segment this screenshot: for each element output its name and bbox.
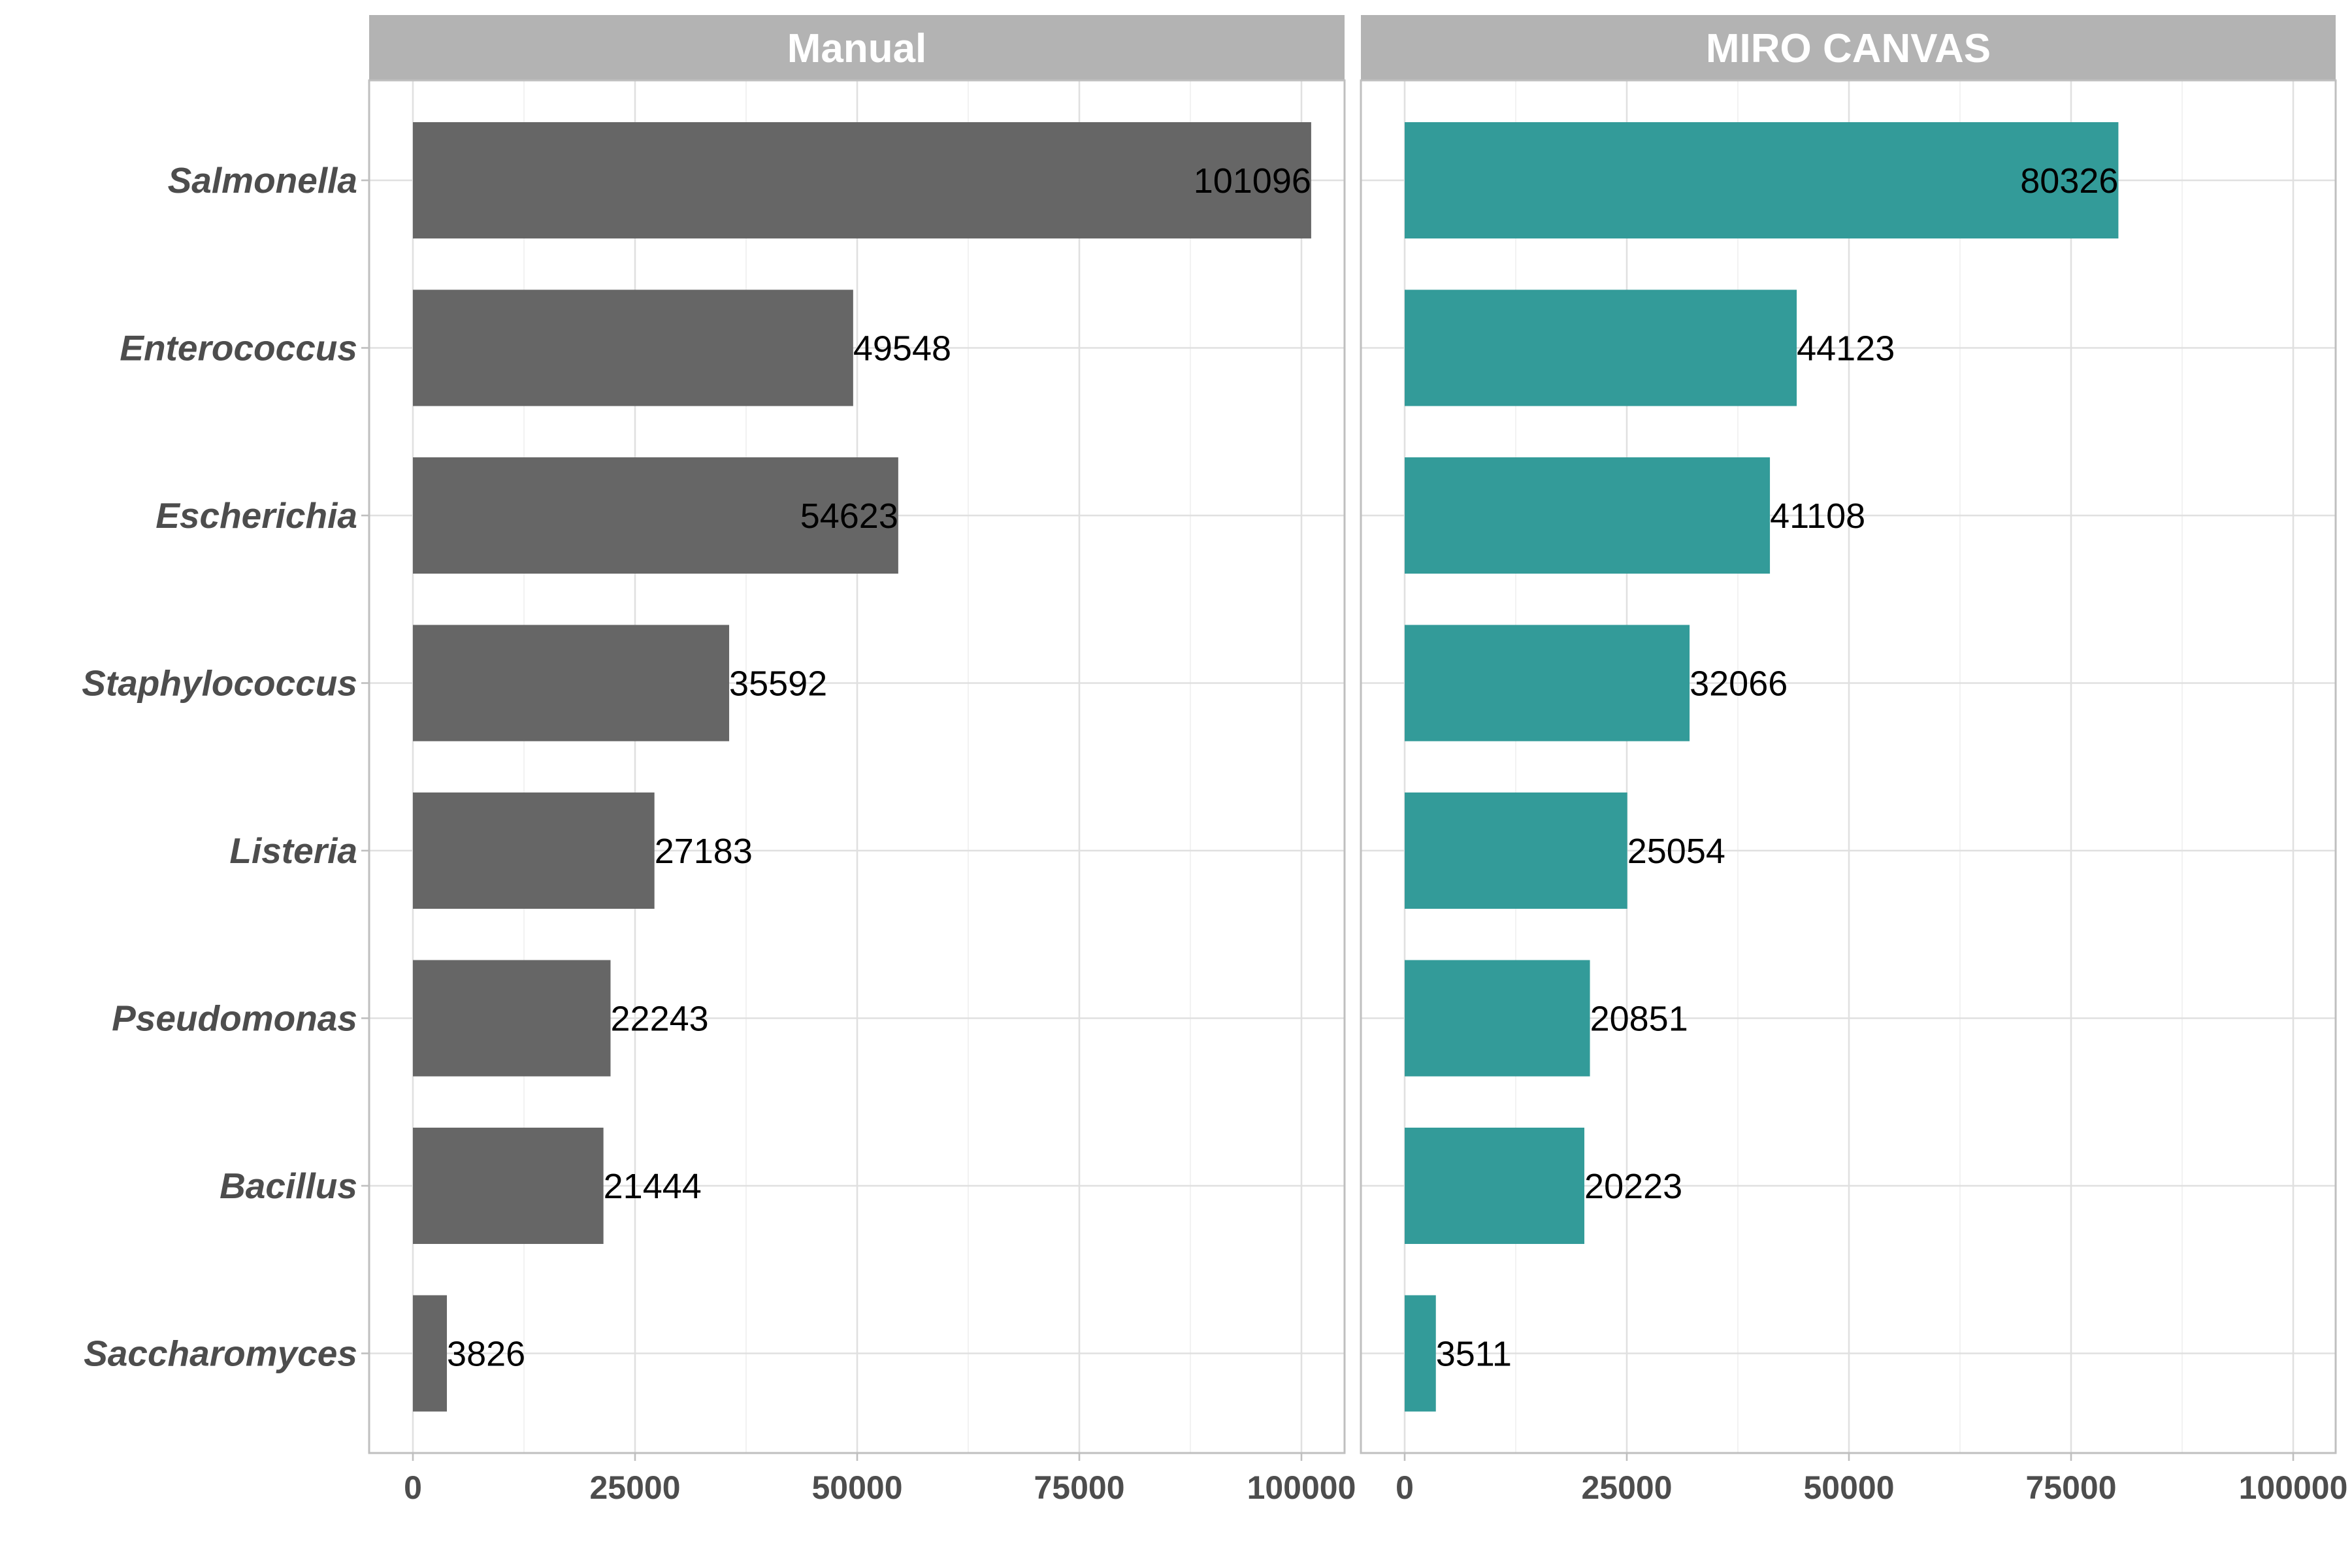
value-label: 3511	[1436, 1335, 1512, 1374]
category-label-salmonella: Salmonella	[168, 160, 357, 201]
value-label: 3826	[447, 1335, 525, 1374]
x-tick-label: 0	[1396, 1469, 1414, 1506]
value-label: 20223	[1584, 1167, 1682, 1206]
x-tick-label: 25000	[589, 1469, 680, 1506]
bar-staphylococcus	[1405, 625, 1690, 742]
bar-escherichia	[413, 457, 898, 574]
value-label: 35592	[729, 664, 827, 704]
facet-strip	[369, 15, 1345, 80]
value-label: 80326	[2020, 161, 2118, 201]
facet-title: Manual	[787, 26, 927, 71]
value-label: 21444	[604, 1167, 702, 1206]
bar-escherichia	[1405, 457, 1771, 574]
bar-saccharomyces	[1405, 1295, 1436, 1412]
x-tick-label: 0	[404, 1469, 422, 1506]
bar-salmonella	[1405, 122, 2119, 238]
category-label-listeria: Listeria	[229, 830, 357, 871]
bar-bacillus	[1405, 1128, 1585, 1244]
category-label-staphylococcus: Staphylococcus	[82, 663, 357, 704]
category-label-escherichia: Escherichia	[155, 495, 357, 536]
facet-title: MIRO CANVAS	[1706, 26, 1991, 71]
bar-bacillus	[413, 1128, 604, 1244]
category-label-enterococcus: Enterococcus	[120, 328, 357, 368]
category-label-pseudomonas: Pseudomonas	[112, 998, 357, 1039]
value-label: 44123	[1797, 329, 1895, 368]
value-label: 25054	[1627, 832, 1725, 871]
bar-enterococcus	[413, 289, 853, 406]
bar-salmonella	[413, 122, 1311, 238]
x-tick-label: 50000	[811, 1469, 902, 1506]
bar-listeria	[413, 792, 655, 909]
value-label: 22243	[611, 1000, 709, 1039]
category-label-saccharomyces: Saccharomyces	[84, 1333, 357, 1374]
x-tick-label: 75000	[1034, 1469, 1124, 1506]
bar-staphylococcus	[413, 625, 730, 742]
bar-pseudomonas	[1405, 960, 1590, 1077]
value-label: 101096	[1194, 161, 1311, 201]
bar-saccharomyces	[413, 1295, 448, 1412]
x-tick-label: 100000	[1247, 1469, 1356, 1506]
value-label: 54623	[800, 497, 898, 536]
x-tick-label: 50000	[1803, 1469, 1894, 1506]
bar-listeria	[1405, 792, 1627, 909]
x-tick-label: 75000	[2025, 1469, 2116, 1506]
x-tick-label: 100000	[2239, 1469, 2348, 1506]
value-label: 20851	[1590, 1000, 1688, 1039]
value-label: 32066	[1690, 664, 1788, 704]
category-label-bacillus: Bacillus	[220, 1166, 357, 1206]
facet-strip	[1361, 15, 2336, 80]
value-label: 49548	[853, 329, 951, 368]
x-tick-label: 25000	[1581, 1469, 1672, 1506]
bar-pseudomonas	[413, 960, 611, 1077]
value-label: 27183	[655, 832, 753, 871]
value-label: 41108	[1770, 497, 1865, 536]
bar-enterococcus	[1405, 289, 1797, 406]
